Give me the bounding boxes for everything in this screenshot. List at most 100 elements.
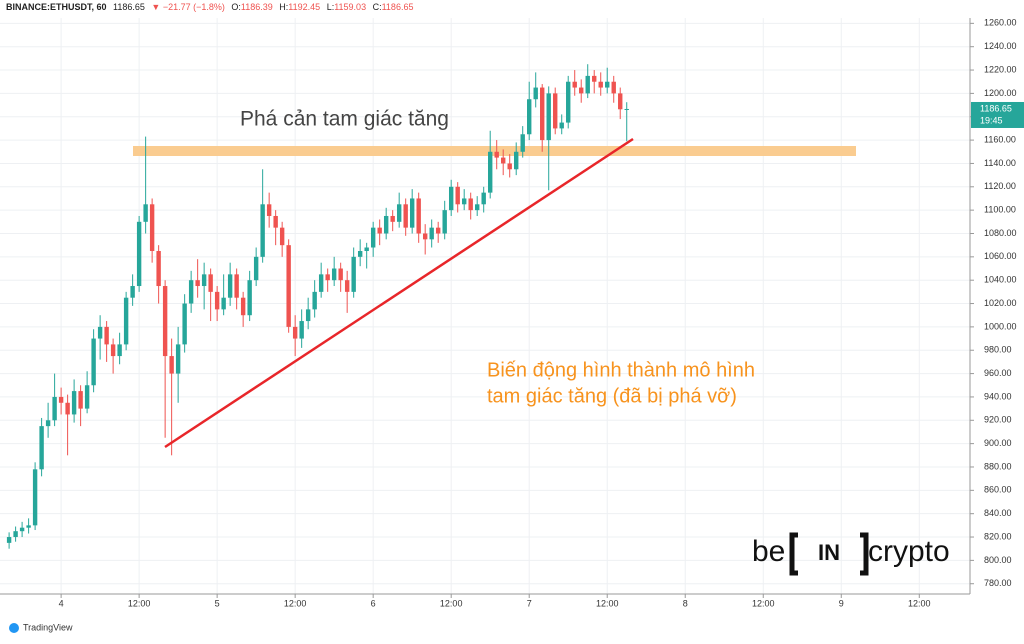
candle-body <box>325 274 330 281</box>
x-tick-label: 8 <box>683 598 688 608</box>
candle-body <box>370 227 376 248</box>
y-tick-label: 1140.00 <box>984 158 1016 168</box>
candle-body <box>494 151 499 158</box>
candle-body <box>312 291 317 310</box>
candle-body <box>58 396 64 403</box>
candle-body <box>260 204 265 257</box>
x-tick-label: 12:00 <box>752 598 775 608</box>
y-tick-label: 880.00 <box>984 461 1012 471</box>
candle-body <box>169 356 174 374</box>
candle-body <box>546 93 551 141</box>
candle-body <box>429 227 434 240</box>
x-tick-label: 12:00 <box>128 598 151 608</box>
candle-body <box>338 268 343 281</box>
candle-body <box>331 268 337 281</box>
candle-body <box>611 81 616 94</box>
x-tick-label: 7 <box>527 598 532 608</box>
candle-body <box>136 221 142 287</box>
footer-brand: TradingView <box>23 622 73 632</box>
logo-text: crypto <box>868 535 950 568</box>
candle-body <box>559 122 564 129</box>
y-tick-label: 1000.00 <box>984 321 1017 331</box>
y-tick-label: 940.00 <box>984 391 1012 401</box>
candle-body <box>19 527 25 532</box>
y-tick-label: 1060.00 <box>984 251 1017 261</box>
candle-body <box>78 391 83 409</box>
candle-body <box>618 93 623 110</box>
y-tick-label: 1040.00 <box>984 275 1017 285</box>
candle-body <box>162 286 168 357</box>
header-text: BINANCE:ETHUSDT, 60 1186.65 ▼ −21.77 (−1… <box>6 2 413 12</box>
y-tick-label: 840.00 <box>984 508 1012 518</box>
ohlc-label: H: <box>279 2 288 12</box>
candle-body <box>45 420 51 427</box>
price: 1186.65 <box>113 2 145 12</box>
logo-bracket <box>789 532 869 576</box>
candle-body <box>461 198 467 205</box>
y-tick-label: 1220.00 <box>984 64 1017 74</box>
candle-body <box>383 215 389 234</box>
ohlc-label: O: <box>231 2 241 12</box>
candle-body <box>130 286 135 298</box>
candle-body <box>448 186 454 211</box>
candle-body <box>65 402 70 415</box>
x-tick-label: 5 <box>215 598 220 608</box>
y-tick-label: 1160.00 <box>984 134 1016 144</box>
candle-body <box>566 81 571 123</box>
candle-body <box>143 204 148 222</box>
candle-body <box>435 227 441 234</box>
x-tick-label: 6 <box>371 598 376 608</box>
candle-body <box>377 227 382 234</box>
logo-text: IN <box>818 540 840 565</box>
symbol: BINANCE:ETHUSDT, 60 <box>6 2 107 12</box>
candle-body <box>110 344 116 357</box>
candle-body <box>253 256 259 281</box>
logo: be IN crypto <box>752 532 950 576</box>
tradingview-icon <box>9 623 19 633</box>
candle-body <box>6 537 12 543</box>
candle-body <box>240 297 246 316</box>
candle-body <box>227 274 233 298</box>
y-tick-label: 1260.00 <box>984 18 1017 28</box>
candle-body <box>13 531 18 538</box>
candle-body <box>396 204 402 222</box>
y-tick-label: 860.00 <box>984 485 1012 495</box>
candle-body <box>357 251 363 257</box>
y-tick-label: 1080.00 <box>984 228 1017 238</box>
x-tick-label: 9 <box>839 598 844 608</box>
y-tick-label: 1240.00 <box>984 41 1017 51</box>
candle-body <box>286 245 291 327</box>
y-tick-label: 980.00 <box>984 345 1012 355</box>
candle-body <box>123 297 129 345</box>
logo-text: be <box>752 535 785 568</box>
candle-body <box>351 256 356 292</box>
x-tick-label: 12:00 <box>596 598 619 608</box>
candle-body <box>188 280 194 304</box>
y-tick-label: 1120.00 <box>984 181 1016 191</box>
x-tick-label: 12:00 <box>908 598 931 608</box>
last-price-label: 1186.65 <box>980 103 1012 113</box>
y-tick-label: 960.00 <box>984 368 1012 378</box>
candle-body <box>344 280 350 292</box>
candle-body <box>52 396 57 421</box>
x-tick-label: 12:00 <box>440 598 463 608</box>
ohlc-value: 1186.39 <box>241 2 273 12</box>
candle-body <box>403 204 408 228</box>
candle-body <box>488 151 493 193</box>
candle-body <box>39 426 44 470</box>
y-tick-label: 920.00 <box>984 415 1012 425</box>
candle-body <box>201 274 207 287</box>
candle-body <box>305 309 311 322</box>
candle-body <box>91 338 96 386</box>
candle-body <box>527 99 532 135</box>
y-tick-label: 900.00 <box>984 438 1012 448</box>
candle-body <box>507 163 512 170</box>
candle-body <box>572 81 577 88</box>
candle-body <box>273 215 278 228</box>
annotation: tam giác tăng (đã bị phá vỡ) <box>487 385 737 407</box>
candle-body <box>71 391 77 415</box>
candle-body <box>208 274 213 292</box>
candle-body <box>97 326 103 339</box>
candle-body <box>32 469 38 526</box>
